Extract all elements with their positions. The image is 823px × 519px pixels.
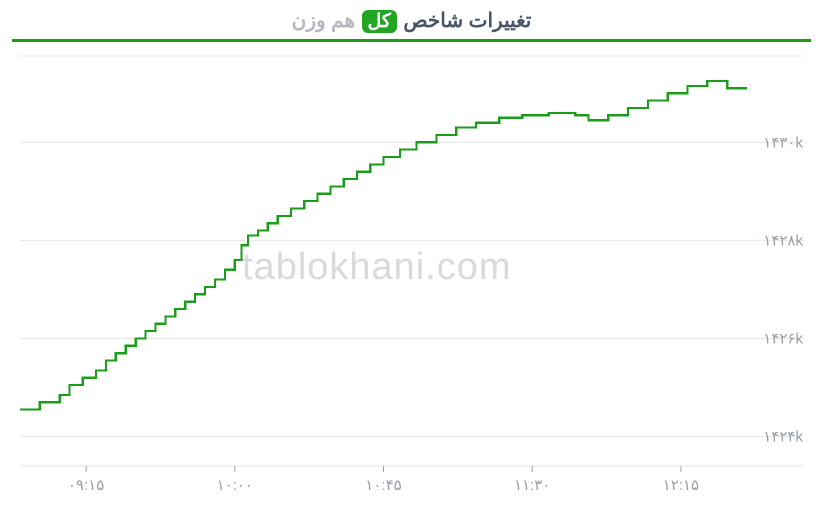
svg-text:۱۰:۰۰: ۱۰:۰۰ <box>217 477 253 494</box>
svg-text:۱۴۲۴k: ۱۴۲۴k <box>763 429 803 446</box>
svg-text:۱۴۲۶k: ۱۴۲۶k <box>763 330 803 347</box>
header-divider <box>12 39 811 42</box>
header-title: تغییرات شاخص <box>403 10 531 32</box>
svg-text:۱۲:۱۵: ۱۲:۱۵ <box>663 477 699 494</box>
chart-container: tablokhani.com ۱۴۲۴k۱۴۲۶k۱۴۲۸k۱۴۳۰k۰۹:۱۵… <box>12 46 811 506</box>
header-badge: کل <box>362 10 397 33</box>
svg-text:۱۴۲۸k: ۱۴۲۸k <box>763 232 803 249</box>
svg-text:۱۰:۴۵: ۱۰:۴۵ <box>365 477 401 494</box>
svg-text:۰۹:۱۵: ۰۹:۱۵ <box>68 477 104 494</box>
line-chart: ۱۴۲۴k ۱۴۲۶k ۱۴۲۸k ۱۴۳۰k ۰۹:۱۵ ۱۰:۰۰ ۱۰:۴۵ ۱۱:۳۰… <box>12 46 811 506</box>
header-sub: هم وزن <box>292 10 355 32</box>
svg-text:۱۴۳۰k: ۱۴۳۰k <box>763 134 803 151</box>
chart-header: تغییرات شاخص کل هم وزن <box>0 0 823 39</box>
svg-text:۱۱:۳۰: ۱۱:۳۰ <box>514 477 550 494</box>
